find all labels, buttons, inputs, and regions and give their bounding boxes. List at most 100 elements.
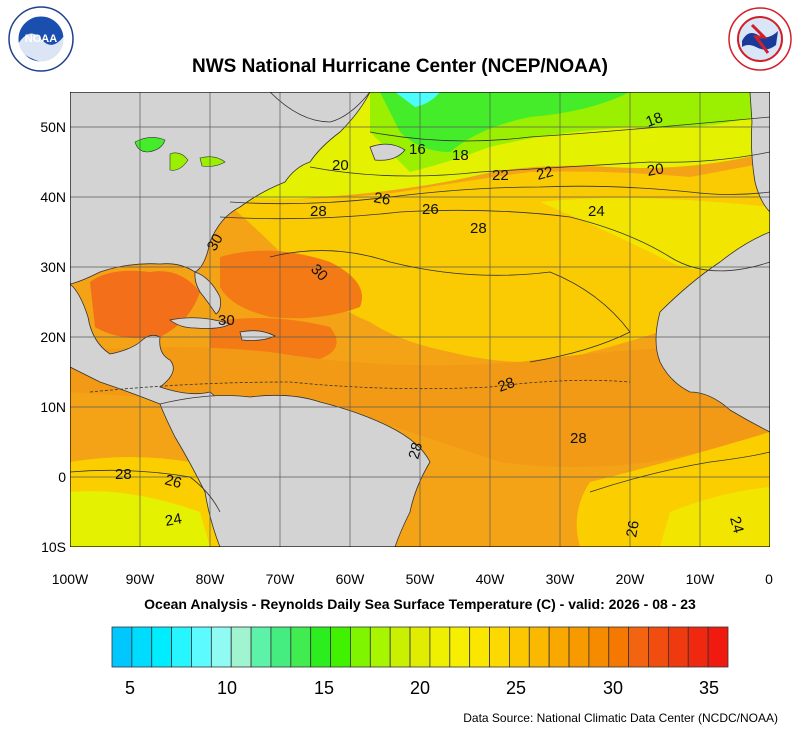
colorbar-swatch bbox=[648, 626, 669, 668]
contour-label: 30 bbox=[204, 231, 227, 254]
colorbar-swatch bbox=[449, 626, 471, 668]
land-florida bbox=[194, 271, 221, 315]
chart-title: NWS National Hurricane Center (NCEP/NOAA… bbox=[192, 56, 608, 77]
colorbar-swatch bbox=[707, 626, 729, 668]
contour-label: 22 bbox=[492, 167, 509, 184]
x-axis-label: 90W bbox=[125, 571, 155, 587]
y-axis-label: 10N bbox=[40, 399, 66, 415]
contour-label: 16 bbox=[409, 141, 426, 158]
colorbar-swatch bbox=[151, 626, 173, 668]
colorbar-swatch bbox=[568, 626, 590, 668]
nws-logo bbox=[728, 7, 792, 71]
south-cooler-east bbox=[660, 487, 770, 547]
mid-patch bbox=[540, 198, 770, 270]
coldest-patch bbox=[395, 92, 440, 107]
land-newfoundland bbox=[369, 143, 406, 161]
x-axis-label: 80W bbox=[195, 571, 225, 587]
land-hispaniola bbox=[239, 330, 276, 341]
lake-michigan bbox=[169, 152, 189, 171]
colorbar-swatch bbox=[588, 626, 610, 668]
contour-label: 28 bbox=[115, 466, 132, 483]
cold-band bbox=[380, 92, 630, 152]
contour-label: 24 bbox=[726, 515, 747, 536]
colorbar-swatch bbox=[131, 626, 153, 668]
colorbar-swatch bbox=[310, 626, 331, 668]
contour-label: 28 bbox=[570, 430, 587, 447]
sst-map: 18 16 18 20 22 22 20 26 26 28 24 28 30 3… bbox=[70, 92, 770, 547]
contour-label: 18 bbox=[644, 109, 665, 131]
colorbar-label: 15 bbox=[313, 678, 335, 698]
colorbar-label: 35 bbox=[698, 678, 720, 698]
contour-label: 28 bbox=[470, 220, 487, 237]
colorbar-swatch bbox=[509, 626, 530, 668]
colorbar-swatch bbox=[667, 626, 689, 668]
colorbar-swatch bbox=[290, 626, 312, 668]
y-axis-label: 50N bbox=[40, 119, 66, 135]
y-axis-label: 20N bbox=[40, 329, 66, 345]
colorbar-swatch bbox=[111, 626, 133, 668]
colorbar-swatch bbox=[687, 626, 709, 668]
colorbar-swatch bbox=[330, 626, 351, 668]
chart-subtitle: Ocean Analysis - Reynolds Daily Sea Surf… bbox=[144, 596, 696, 612]
x-axis-label: 30W bbox=[545, 571, 575, 587]
land-africa bbox=[655, 231, 770, 433]
x-axis-label: 100W bbox=[51, 571, 89, 587]
land-cuba bbox=[169, 317, 231, 329]
y-axis-label: 0 bbox=[58, 469, 66, 485]
contour-label: 26 bbox=[623, 519, 643, 538]
y-axis-label: 30N bbox=[40, 259, 66, 275]
colorbar-swatch bbox=[469, 626, 490, 668]
lake-erie bbox=[199, 156, 226, 167]
x-axis-label: 50W bbox=[405, 571, 435, 587]
land-south-america bbox=[159, 394, 431, 547]
contour-label: 22 bbox=[535, 163, 556, 184]
colorbar-swatch bbox=[548, 626, 570, 668]
land-europe bbox=[749, 92, 770, 213]
colorbar-swatch bbox=[210, 626, 232, 668]
contour-label: 26 bbox=[422, 201, 439, 218]
colorbar-swatch bbox=[250, 626, 272, 668]
contour-label: 26 bbox=[163, 471, 184, 492]
colorbar-label: 25 bbox=[505, 678, 527, 698]
colorbar-swatch bbox=[171, 626, 192, 668]
colorbar-swatch bbox=[191, 626, 212, 668]
colorbar-label: 20 bbox=[409, 678, 431, 698]
contour-label: 24 bbox=[588, 203, 605, 220]
colorbar-swatch bbox=[429, 626, 451, 668]
colorbar-swatch bbox=[628, 626, 649, 668]
colorbar-swatch bbox=[369, 626, 391, 668]
colorbar-swatch bbox=[350, 626, 371, 668]
y-axis-label: 10S bbox=[41, 539, 66, 555]
colorbar-label: 5 bbox=[124, 678, 135, 698]
colorbar bbox=[111, 626, 729, 668]
colorbar-swatch bbox=[528, 626, 550, 668]
contour-label: 28 bbox=[496, 374, 517, 396]
contour-label: 26 bbox=[372, 189, 391, 209]
contours bbox=[70, 116, 770, 513]
x-axis-label: 40W bbox=[475, 571, 505, 587]
x-axis-label: 60W bbox=[335, 571, 365, 587]
sargasso-hot bbox=[220, 250, 362, 319]
nws-logo-icon bbox=[728, 7, 792, 71]
x-axis-label: 20W bbox=[615, 571, 645, 587]
y-axis-label: 40N bbox=[40, 189, 66, 205]
colorbar-label: 30 bbox=[602, 678, 624, 698]
contour-label: 20 bbox=[646, 160, 665, 180]
contour-label: 24 bbox=[164, 510, 183, 530]
colorbar-swatch bbox=[270, 626, 292, 668]
x-axis-label: 0 bbox=[765, 571, 773, 587]
contour-labels: 18 16 18 20 22 22 20 26 26 28 24 28 30 3… bbox=[115, 109, 747, 539]
x-axis-label: 70W bbox=[265, 571, 295, 587]
contour-label: 28 bbox=[405, 441, 426, 462]
contour-label: 30 bbox=[218, 312, 235, 329]
x-axis-label: 10W bbox=[685, 571, 715, 587]
contour-label: 28 bbox=[310, 203, 327, 220]
colorbar-label: 10 bbox=[216, 678, 238, 698]
data-source: Data Source: National Climatic Data Cent… bbox=[463, 711, 778, 725]
contour-label: 18 bbox=[452, 147, 469, 164]
noaa-logo: NOAA bbox=[8, 6, 74, 72]
colorbar-swatch bbox=[409, 626, 431, 668]
colorbar-swatch bbox=[489, 626, 510, 668]
noaa-logo-text: NOAA bbox=[25, 33, 57, 45]
colorbar-swatch bbox=[389, 626, 411, 668]
